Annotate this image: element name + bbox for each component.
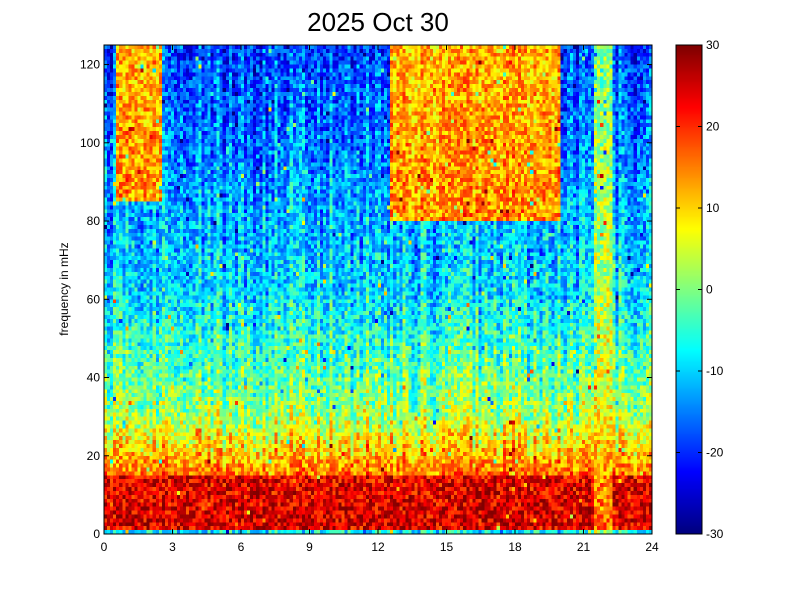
x-tick-label: 18 xyxy=(508,540,522,554)
y-tick-label: 40 xyxy=(87,371,101,385)
y-tick-label: 0 xyxy=(93,527,100,541)
colorbar-gradient xyxy=(676,45,702,534)
chart-title: 2025 Oct 30 xyxy=(307,7,449,37)
spectrogram-heatmap xyxy=(104,45,652,534)
colorbar-ticks: 30 20 10 0 -10 -20 -30 xyxy=(676,38,724,541)
x-tick-label: 24 xyxy=(645,540,659,554)
colorbar-tick-label: 0 xyxy=(706,283,713,297)
x-tick-label: 6 xyxy=(238,540,245,554)
x-tick-label: 0 xyxy=(101,540,108,554)
colorbar-tick-label: 30 xyxy=(706,38,720,52)
y-tick-label: 80 xyxy=(87,214,101,228)
colorbar-tick-label: 20 xyxy=(706,120,720,134)
x-axis: 0 3 6 9 12 15 18 21 24 xyxy=(101,45,659,554)
x-tick-label: 12 xyxy=(371,540,385,554)
spectrogram-plot xyxy=(103,44,653,535)
y-tick-label: 100 xyxy=(80,136,100,150)
x-tick-label: 3 xyxy=(169,540,176,554)
y-axis-label: frequency in mHz xyxy=(57,242,71,335)
x-tick-label: 21 xyxy=(577,540,591,554)
x-tick-label: 15 xyxy=(440,540,454,554)
colorbar: 30 20 10 0 -10 -20 -30 xyxy=(675,38,724,541)
colorbar-tick-label: -10 xyxy=(706,364,724,378)
y-axis: 0 20 40 60 80 100 120 xyxy=(80,58,652,541)
y-tick-label: 20 xyxy=(87,449,101,463)
x-tick-label: 9 xyxy=(306,540,313,554)
colorbar-tick-label: 10 xyxy=(706,201,720,215)
colorbar-tick-label: -30 xyxy=(706,527,724,541)
colorbar-tick-label: -20 xyxy=(706,446,724,460)
y-tick-label: 60 xyxy=(87,292,101,306)
y-tick-label: 120 xyxy=(80,58,100,72)
